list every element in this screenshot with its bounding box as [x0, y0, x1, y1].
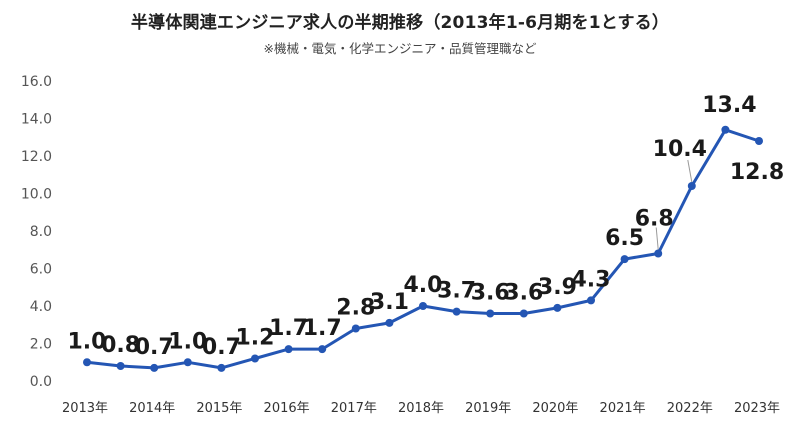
data-point — [116, 362, 125, 370]
label-leader-line — [655, 227, 659, 250]
data-point — [452, 307, 461, 316]
data-point — [687, 182, 696, 190]
data-labels: 1.00.80.71.00.71.21.71.72.83.14.03.73.63… — [68, 93, 785, 360]
data-label: 6.5 — [605, 226, 644, 251]
y-tick-label: 12.0 — [21, 149, 52, 165]
data-point — [620, 255, 629, 264]
data-label: 1.7 — [269, 316, 308, 341]
x-tick-label: 2017年 — [331, 401, 377, 416]
x-tick-label: 2022年 — [667, 401, 713, 416]
y-tick-label: 16.0 — [21, 74, 52, 90]
y-tick-label: 14.0 — [21, 112, 52, 128]
x-axis: 2013年 2014年 2015年 2016年 2017年 2018年 2019年 2020年… — [62, 401, 780, 416]
data-point — [654, 249, 663, 258]
data-point — [519, 309, 528, 318]
data-label: 1.7 — [303, 316, 342, 341]
data-label: 0.7 — [202, 335, 241, 360]
y-tick-label: 6.0 — [30, 262, 52, 278]
data-point — [385, 318, 394, 327]
data-point — [318, 345, 327, 354]
data-label: 13.4 — [702, 93, 756, 118]
x-tick-label: 2020年 — [532, 401, 578, 416]
y-tick-label: 4.0 — [30, 299, 52, 315]
data-label: 3.6 — [471, 281, 510, 306]
y-tick-label: 2.0 — [30, 337, 52, 353]
data-label: 4.0 — [404, 273, 443, 298]
data-label: 0.7 — [135, 335, 174, 360]
data-point — [351, 324, 360, 333]
data-label: 2.8 — [336, 296, 375, 321]
data-label: 3.7 — [437, 279, 476, 304]
data-label: 1.0 — [68, 329, 107, 354]
y-axis: 0.0 2.0 4.0 6.0 8.0 10.0 12.0 14.0 16.0 — [21, 74, 52, 390]
x-tick-label: 2013年 — [62, 401, 108, 416]
y-tick-label: 10.0 — [21, 187, 52, 203]
x-tick-label: 2018年 — [398, 401, 444, 416]
data-label: 1.2 — [236, 326, 275, 351]
data-label: 3.1 — [370, 290, 409, 315]
label-leader-line — [687, 159, 693, 183]
data-label: 6.8 — [635, 207, 674, 232]
data-label: 1.0 — [168, 329, 207, 354]
data-label: 10.4 — [653, 137, 707, 162]
x-tick-label: 2023年 — [734, 401, 780, 416]
chart-title: 半導体関連エンジニア求人の半期推移（2013年1-6月期を1とする） — [130, 13, 670, 33]
data-point — [284, 345, 293, 354]
data-label: 3.6 — [504, 281, 543, 306]
data-point — [587, 296, 595, 305]
y-tick-label: 8.0 — [30, 224, 52, 240]
data-point — [721, 125, 730, 134]
data-point — [150, 363, 159, 372]
chart-subtitle: ※機械・電気・化学エンジニア・品質管理職など — [263, 41, 537, 56]
data-label: 3.9 — [538, 275, 577, 300]
x-tick-label: 2021年 — [600, 401, 646, 416]
data-point — [251, 354, 259, 363]
data-point — [183, 358, 192, 367]
data-label: 4.3 — [572, 267, 611, 292]
x-tick-label: 2014年 — [129, 401, 175, 416]
x-tick-label: 2016年 — [264, 401, 310, 416]
data-label: 0.8 — [101, 333, 140, 358]
series-line-group — [83, 125, 763, 372]
data-label: 12.8 — [730, 160, 784, 185]
y-tick-label: 0.0 — [30, 374, 52, 390]
x-tick-label: 2019年 — [465, 401, 511, 416]
data-point — [217, 363, 226, 372]
x-tick-label: 2015年 — [196, 401, 242, 416]
data-point — [83, 358, 91, 367]
data-point — [755, 137, 763, 145]
data-point — [419, 302, 427, 310]
data-point — [486, 309, 495, 318]
data-point — [553, 303, 562, 312]
